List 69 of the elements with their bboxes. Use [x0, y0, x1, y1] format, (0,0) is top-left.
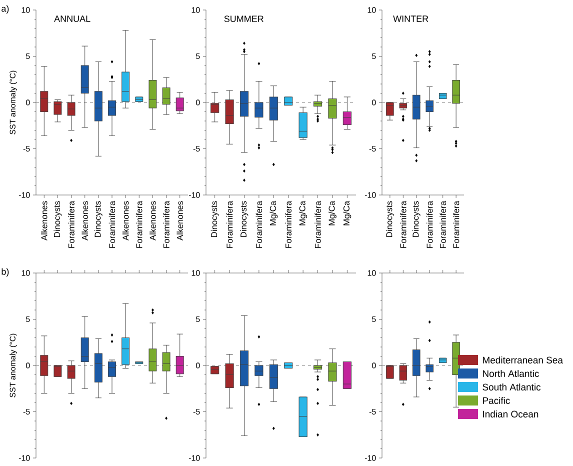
- y-tick-label: -10: [18, 192, 30, 198]
- y-tick-label: 0: [26, 100, 30, 106]
- y-tick-label: 10: [192, 7, 200, 13]
- x-tick-label: Foraminifera: [285, 200, 292, 248]
- x-tick-label: Mg/Ca: [343, 200, 352, 226]
- text: a): [2, 5, 9, 14]
- y-tick-label: 0: [372, 100, 376, 106]
- y-tick-label: -5: [23, 146, 30, 152]
- y-tick-label: -10: [364, 192, 376, 198]
- x-tick-label: Foraminifera: [256, 200, 262, 248]
- y-axis-title: SST anomaly (°C): [10, 334, 18, 398]
- chart-title: WINTER: [393, 16, 428, 22]
- x-tick-label: Alkenones: [82, 201, 88, 241]
- legend-label: Indian Ocean: [483, 410, 538, 418]
- x-tick-label: Mg/Ca: [270, 200, 278, 226]
- legend-label: Mediterranean Sea: [482, 356, 563, 364]
- x-tick-label: Foraminifera: [452, 200, 460, 248]
- y-tick-label: 5: [196, 316, 200, 322]
- x-tick-label: Foraminifera: [226, 200, 233, 248]
- chart-title: ANNUAL: [54, 16, 90, 22]
- x-tick-label: Dinocysts: [240, 201, 248, 238]
- y-tick-label: 0: [196, 100, 200, 106]
- y-tick-label: -5: [369, 146, 376, 152]
- x-tick-label: Alkenones: [150, 201, 156, 241]
- y-tick-label: -5: [23, 408, 30, 415]
- x-tick-label: Dinocysts: [386, 201, 394, 238]
- y-tick-label: -5: [193, 146, 200, 152]
- y-tick-label: 5: [26, 316, 30, 322]
- x-tick-label: Dinocysts: [94, 201, 102, 238]
- y-tick-label: -10: [188, 455, 200, 461]
- y-tick-label: 5: [372, 53, 376, 60]
- x-tick-label: Foraminifera: [108, 200, 116, 248]
- x-tick-label: Foraminifera: [426, 200, 433, 248]
- y-tick-label: 10: [22, 7, 30, 13]
- x-tick-label: Alkenones: [41, 201, 48, 241]
- y-tick-label: -10: [188, 192, 200, 198]
- x-tick-label: Mg/Ca: [299, 200, 308, 226]
- x-tick-label: Mg/Ca: [328, 200, 336, 226]
- x-tick-label: Dinocysts: [412, 201, 420, 238]
- text: b): [2, 268, 9, 277]
- x-tick-label: Foraminifera: [314, 200, 321, 248]
- y-axis-title: SST anomaly (°C): [10, 70, 18, 134]
- y-tick-label: 10: [368, 7, 376, 13]
- x-tick-label: Foraminifera: [440, 200, 446, 248]
- y-tick-label: 0: [372, 362, 376, 368]
- x-tick-label: Foraminifera: [163, 200, 170, 248]
- y-tick-label: 10: [192, 270, 200, 276]
- y-tick-label: 5: [372, 316, 376, 322]
- legend-label: North Atlantic: [482, 370, 539, 377]
- y-tick-label: -10: [364, 455, 376, 461]
- y-tick-label: -10: [18, 455, 30, 461]
- y-tick-label: 0: [196, 362, 200, 368]
- x-tick-label: Dinocysts: [54, 201, 62, 238]
- y-tick-label: 5: [196, 53, 200, 60]
- y-tick-label: 10: [22, 270, 30, 276]
- x-tick-label: Foraminifera: [68, 200, 74, 248]
- x-tick-label: Alkenones: [176, 201, 183, 241]
- y-tick-label: 10: [368, 270, 376, 276]
- legend-label: Pacific: [482, 397, 510, 404]
- chart-title: SUMMER: [224, 16, 264, 22]
- y-tick-label: 0: [26, 362, 30, 368]
- legend-label: South Atlantic: [482, 384, 541, 390]
- y-tick-label: -5: [369, 408, 376, 415]
- y-tick-label: 5: [26, 53, 30, 60]
- y-tick-label: -5: [193, 408, 200, 415]
- x-tick-label: Foraminifera: [136, 200, 142, 248]
- x-tick-label: Foraminifera: [400, 200, 406, 248]
- x-tick-label: Dinocysts: [210, 201, 219, 238]
- x-tick-label: Alkenones: [122, 201, 129, 241]
